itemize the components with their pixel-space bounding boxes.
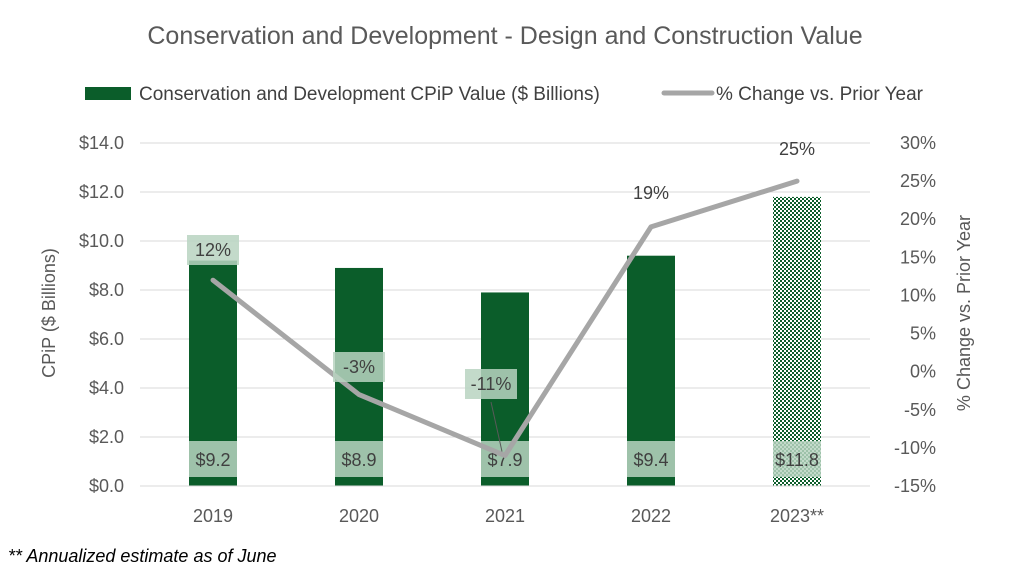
pct-change-point — [795, 179, 799, 184]
left-axis: $0.0 $2.0 $4.0 $6.0 $8.0 $10.0 $12.0 $14.0 — [79, 133, 124, 496]
bar-2023 — [773, 196, 821, 486]
pct-change-label: 12% — [195, 240, 231, 260]
pct-change-point — [357, 392, 361, 397]
bar-value-label: $9.2 — [195, 450, 230, 470]
y2-tick-label: 30% — [900, 133, 936, 153]
legend: Conservation and Development CPiP Value … — [85, 84, 924, 105]
bar-value-label: $7.9 — [487, 450, 522, 470]
bar-value-label-box — [773, 441, 821, 477]
bar-value-label-box — [627, 441, 675, 477]
pct-change-point — [503, 453, 507, 458]
x-tick-label: 2022 — [631, 506, 671, 526]
x-tick-label: 2021 — [485, 506, 525, 526]
y-tick-label: $14.0 — [79, 133, 124, 153]
pct-label-leader — [490, 401, 503, 452]
bars: $9.2 $8.9 $7.9 $9.4 $11.8 — [189, 196, 821, 486]
pct-change-point — [211, 278, 215, 283]
y2-tick-label: -10% — [894, 438, 936, 458]
y-tick-label: $12.0 — [79, 182, 124, 202]
y2-tick-label: 20% — [900, 209, 936, 229]
pct-label-box — [187, 235, 239, 265]
pct-change-label: -3% — [343, 357, 375, 377]
footnote: ** Annualized estimate as of June — [8, 546, 277, 566]
y2-tick-label: 0% — [910, 362, 936, 382]
y-tick-label: $8.0 — [89, 280, 124, 300]
pct-label-box — [465, 369, 517, 399]
x-tick-label: 2020 — [339, 506, 379, 526]
y2-tick-label: -5% — [904, 400, 936, 420]
y2-tick-label: 25% — [900, 171, 936, 191]
y2-tick-label: 5% — [910, 324, 936, 344]
y-tick-label: $0.0 — [89, 476, 124, 496]
x-tick-label: 2019 — [193, 506, 233, 526]
y-tick-label: $10.0 — [79, 231, 124, 251]
pct-change-line: 12% -3% -11% 19% 25% — [187, 139, 815, 459]
y-tick-label: $4.0 — [89, 378, 124, 398]
x-tick-label: 2023** — [770, 506, 824, 526]
bar-value-label: $11.8 — [775, 450, 819, 470]
y-tick-label: $6.0 — [89, 329, 124, 349]
y2-axis-title: % Change vs. Prior Year — [954, 215, 974, 411]
x-axis: 2019 2020 2021 2022 2023** — [140, 485, 870, 526]
bar-value-label-box — [189, 441, 237, 477]
legend-label-bar: Conservation and Development CPiP Value … — [139, 84, 600, 105]
pct-change-label: -11% — [471, 374, 512, 394]
legend-label-line: % Change vs. Prior Year — [716, 84, 924, 105]
y2-tick-label: -15% — [894, 476, 936, 496]
y2-tick-label: 15% — [900, 247, 936, 267]
y-axis-title: CPiP ($ Billions) — [39, 248, 59, 378]
pct-change-point — [649, 224, 653, 229]
bar-value-label: $8.9 — [341, 450, 376, 470]
bar-value-label: $9.4 — [633, 450, 668, 470]
legend-swatch-bar — [85, 87, 131, 100]
chart-title: Conservation and Development - Design an… — [147, 22, 862, 50]
pct-change-label: 25% — [779, 139, 815, 159]
y-tick-label: $2.0 — [89, 427, 124, 447]
right-axis: -15% -10% -5% 0% 5% 10% 15% 20% 25% 30% — [894, 133, 936, 496]
pct-label-box — [333, 352, 385, 382]
bar-value-label-box — [335, 441, 383, 477]
pct-change-label: 19% — [633, 183, 669, 203]
y2-tick-label: 10% — [900, 285, 936, 305]
